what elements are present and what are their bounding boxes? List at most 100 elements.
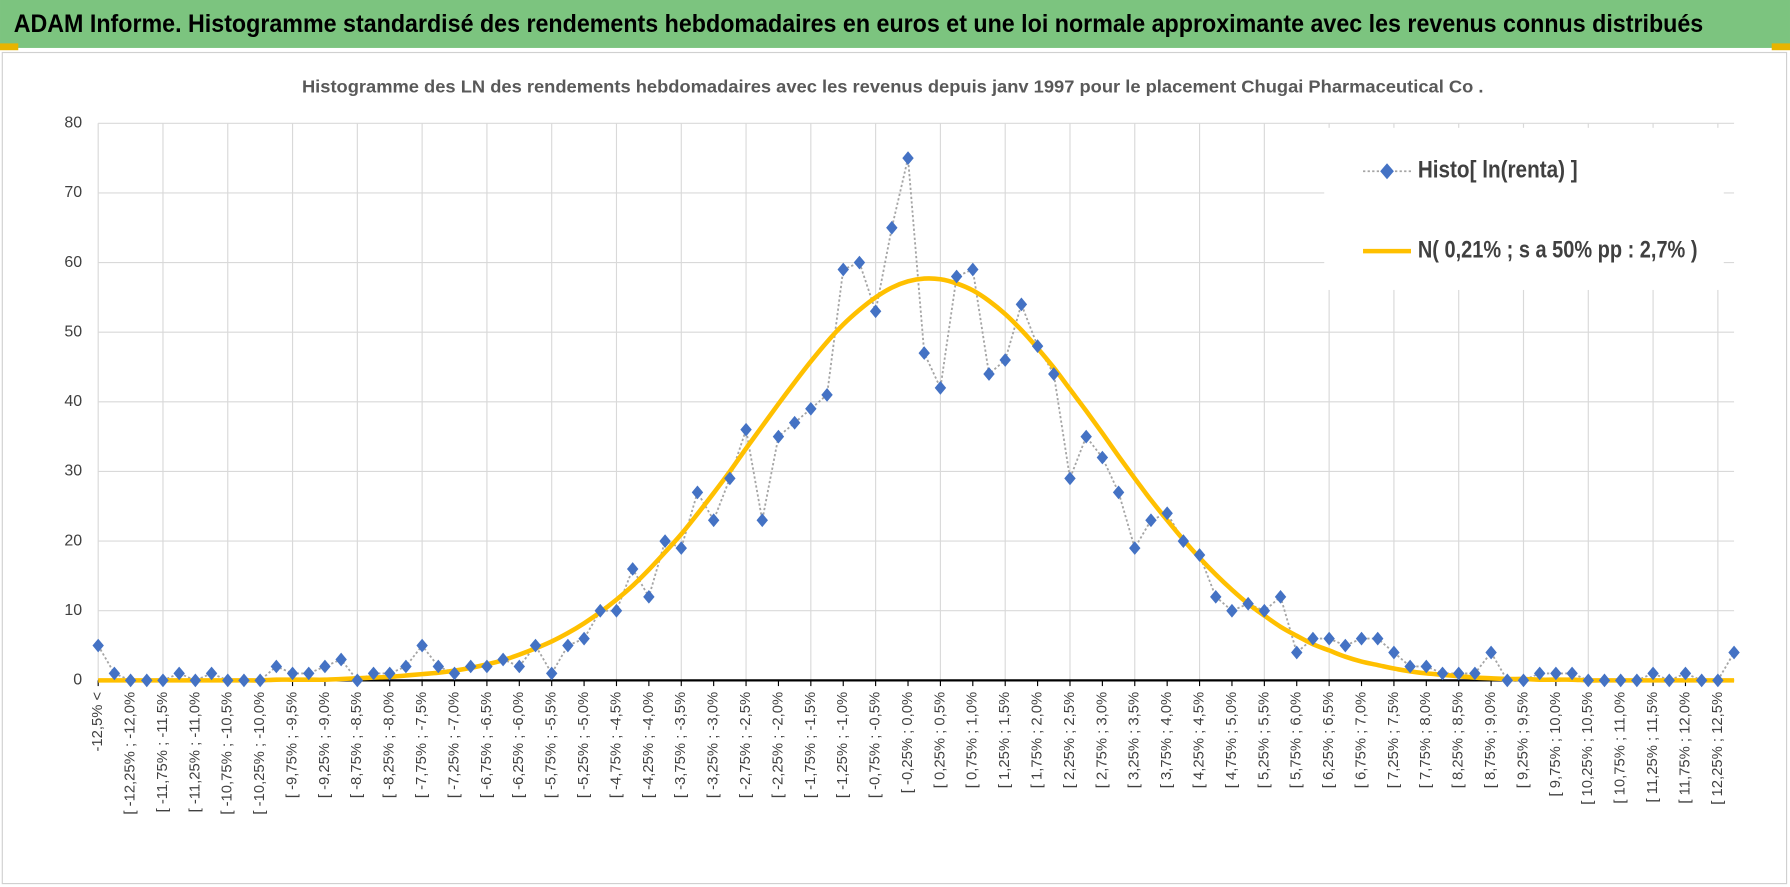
marker xyxy=(594,603,606,618)
x-tick-label: [ 12,25% ; 12,5% xyxy=(1710,692,1726,805)
marker xyxy=(1647,666,1659,681)
marker xyxy=(724,471,736,486)
x-tick-label: [ -11,25% ; -11,0% xyxy=(187,692,203,813)
x-tick-label: [ -4,25% ; -4,0% xyxy=(641,692,657,798)
x-tick-label: [ -10,25% ; -10,0% xyxy=(252,692,268,815)
x-tick-label: [ 9,25% ; 9,5% xyxy=(1515,692,1531,788)
marker xyxy=(788,415,801,430)
x-tick-label: [ -6,25% ; -6,0% xyxy=(511,692,527,798)
y-tick-label: 80 xyxy=(64,115,82,132)
legend-label: N( 0,21% ; s a 50% pp : 2,7% ) xyxy=(1418,236,1698,263)
marker xyxy=(805,401,817,416)
x-tick-label: [ -11,75% ; -11,5% xyxy=(155,692,171,813)
marker xyxy=(108,666,121,681)
x-tick-label: [ -8,75% ; -8,5% xyxy=(349,692,365,798)
marker xyxy=(837,262,849,277)
marker xyxy=(319,659,331,674)
marker xyxy=(1485,645,1497,660)
marker xyxy=(869,304,882,319)
marker xyxy=(772,429,785,444)
x-tick-label: [ -12,25% ; -12,0% xyxy=(122,692,138,815)
y-tick-label: 60 xyxy=(64,254,82,271)
x-tick-label: [ 10,75% ; 11,0% xyxy=(1613,692,1629,804)
x-tick-label: -12,5% < xyxy=(90,692,106,752)
x-tick-label: [ 11,75% ; 12,0% xyxy=(1677,692,1693,804)
x-tick-label: [ 1,75% ; 2,0% xyxy=(1030,692,1046,788)
marker xyxy=(1258,603,1271,618)
x-tick-label: [ -1,75% ; -1,5% xyxy=(803,692,819,798)
marker xyxy=(886,220,898,235)
x-tick-label: [ 6,75% ; 7,0% xyxy=(1353,692,1369,788)
marker xyxy=(465,659,477,674)
marker xyxy=(950,269,963,284)
legend-label: Histo[ ln(renta) ] xyxy=(1418,157,1578,184)
x-tick-label: [ 2,75% ; 3,0% xyxy=(1094,692,1110,788)
y-tick-label: 50 xyxy=(64,323,82,340)
legend-box xyxy=(1324,127,1724,290)
marker xyxy=(821,388,833,402)
x-tick-label: [ 8,25% ; 8,5% xyxy=(1451,692,1467,788)
x-tick-label: [ 9,75% ; 10,0% xyxy=(1548,692,1564,797)
x-tick-label: [ -5,25% ; -5,0% xyxy=(576,692,592,798)
x-tick-label: [ 4,25% ; 4,5% xyxy=(1191,692,1207,788)
x-tick-label: [ -7,25% ; -7,0% xyxy=(446,692,462,798)
x-tick-label: [ 5,25% ; 5,5% xyxy=(1256,692,1272,788)
marker xyxy=(1210,589,1222,604)
chart-frame xyxy=(1,51,1788,885)
x-tick-label: [ 7,75% ; 8,0% xyxy=(1418,692,1434,788)
corner xyxy=(1771,43,1790,51)
y-tick-label: 0 xyxy=(73,672,82,689)
x-tick-label: [ 4,75% ; 5,0% xyxy=(1224,692,1240,788)
marker xyxy=(400,659,412,674)
marker xyxy=(740,422,752,437)
x-tick-label: [ 8,75% ; 9,0% xyxy=(1483,692,1499,788)
x-tick-label: [ 1,25% ; 1,5% xyxy=(997,692,1013,788)
x-tick-label: [ 0,25% ; 0,5% xyxy=(932,692,948,788)
marker xyxy=(1453,666,1465,681)
marker xyxy=(335,652,347,667)
x-tick-label: [ -8,25% ; -8,0% xyxy=(382,692,398,798)
marker xyxy=(1015,297,1028,312)
x-tick-label: [ -0,25% ; 0,0% xyxy=(900,692,916,793)
marker xyxy=(675,541,687,555)
y-tick-label: 70 xyxy=(64,184,82,201)
x-tick-label: [ -4,75% ; -4,5% xyxy=(608,692,624,798)
marker xyxy=(983,367,995,381)
x-tick-label: [ 7,25% ; 7,5% xyxy=(1386,692,1402,788)
x-tick-label: [ -2,75% ; -2,5% xyxy=(738,692,754,798)
marker xyxy=(659,534,671,548)
x-tick-label: [ 3,25% ; 3,5% xyxy=(1127,692,1143,788)
x-tick-label: [ -7,75% ; -7,5% xyxy=(414,692,430,798)
marker xyxy=(918,346,930,360)
marker xyxy=(270,659,283,674)
marker xyxy=(967,262,979,277)
marker xyxy=(707,513,720,528)
marker xyxy=(1388,645,1400,660)
marker xyxy=(1469,666,1481,681)
x-tick-label: [ -9,25% ; -9,0% xyxy=(317,692,333,798)
x-tick-label: [ -3,75% ; -3,5% xyxy=(673,692,689,798)
x-tick-label: [ -5,75% ; -5,5% xyxy=(544,692,560,798)
marker xyxy=(286,666,299,681)
y-tick-label: 30 xyxy=(64,463,82,480)
x-tick-label: [ 3,75% ; 4,0% xyxy=(1159,692,1175,788)
marker xyxy=(1291,645,1303,660)
x-tick-label: [ 6,25% ; 6,5% xyxy=(1321,692,1337,788)
marker xyxy=(999,353,1011,367)
marker xyxy=(1436,666,1449,681)
marker xyxy=(384,666,396,681)
marker xyxy=(902,151,914,165)
x-tick-label: [ 5,75% ; 6,0% xyxy=(1289,692,1305,788)
x-tick-label: [ 11,25% ; 11,5% xyxy=(1645,692,1661,803)
marker xyxy=(1355,631,1368,646)
marker xyxy=(1080,429,1092,444)
marker xyxy=(934,381,947,395)
marker xyxy=(1550,666,1562,681)
marker xyxy=(1372,631,1384,646)
marker xyxy=(1533,666,1546,681)
corner xyxy=(0,43,19,51)
x-tick-label: [ 0,75% ; 1,0% xyxy=(965,692,981,788)
marker xyxy=(448,666,461,681)
x-tick-label: [ -2,25% ; -2,0% xyxy=(770,692,786,798)
